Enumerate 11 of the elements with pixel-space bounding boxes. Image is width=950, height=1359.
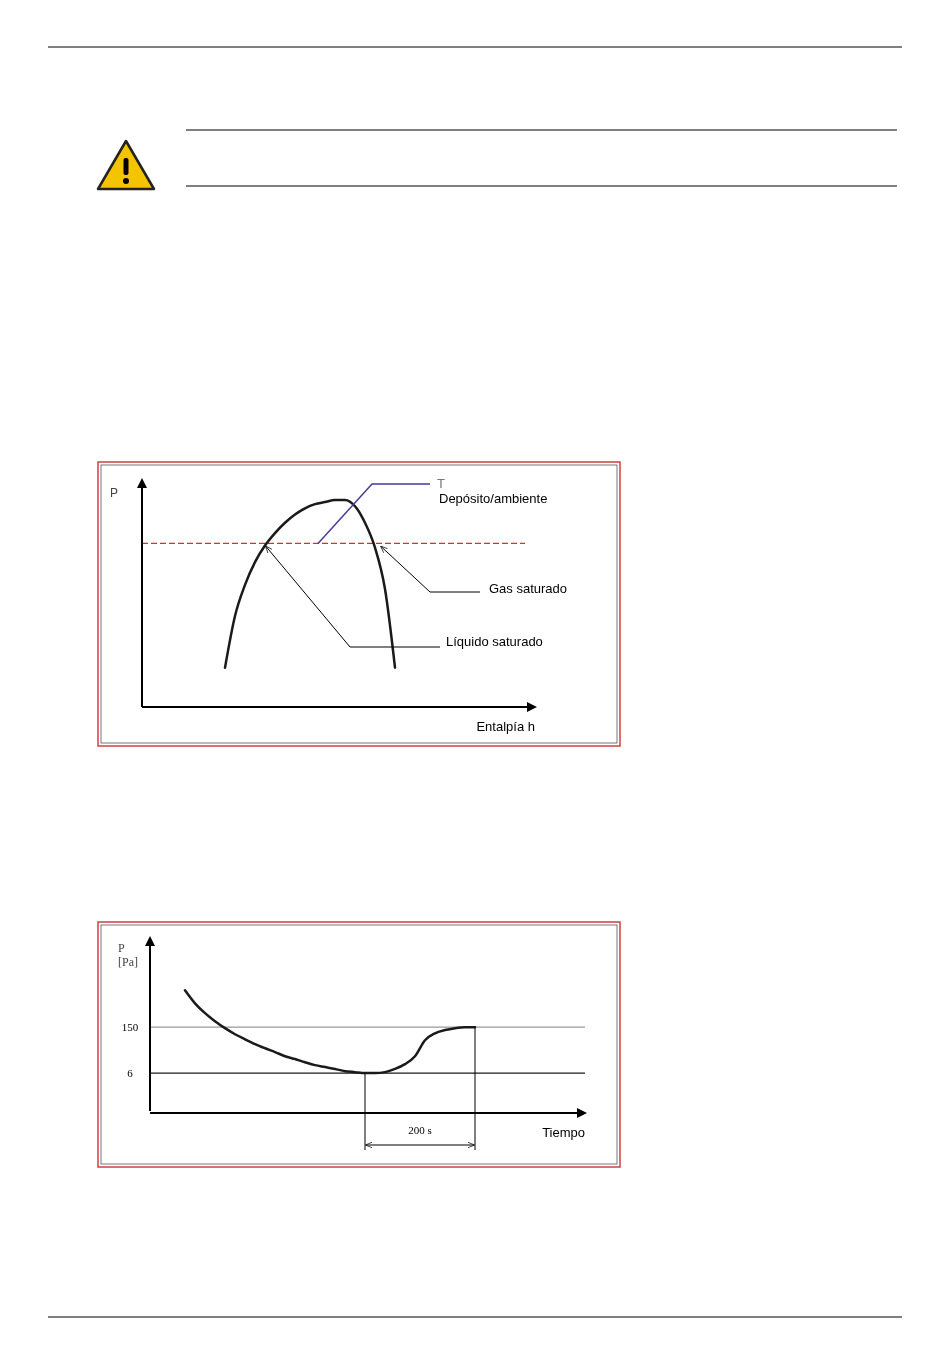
text: T: [437, 476, 445, 491]
y-tick-label: 6: [127, 1067, 134, 1080]
text: 200 s: [408, 1124, 432, 1136]
y-tick-label: 150: [121, 1021, 139, 1034]
y-axis-title: P [Pa]: [118, 941, 138, 969]
x-axis-title: Tiempo: [542, 1125, 585, 1140]
annotation: Líquido saturado: [446, 634, 543, 649]
y-axis-title: P: [110, 486, 119, 500]
annotation: Gas saturado: [489, 581, 568, 596]
annotation: Depósito/ambiente: [439, 491, 548, 506]
x-axis-title: Entalpía h: [476, 719, 535, 734]
